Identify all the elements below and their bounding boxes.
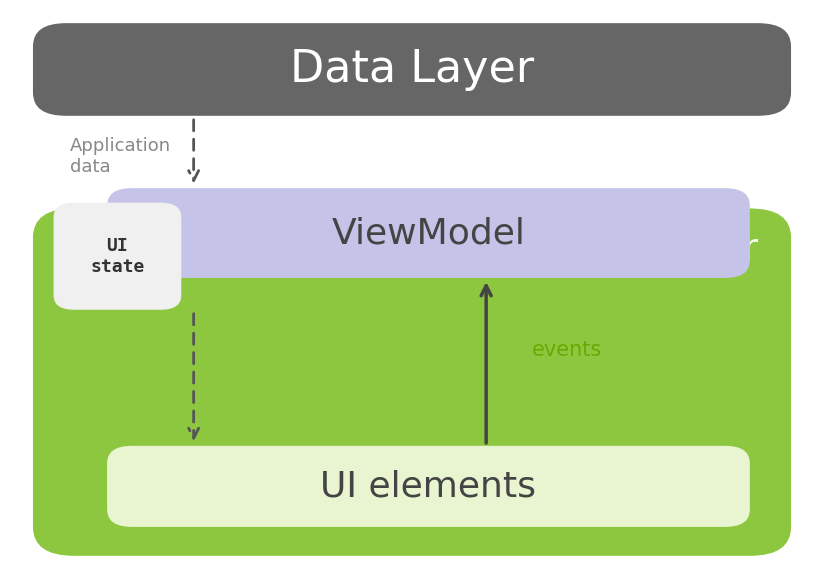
FancyBboxPatch shape bbox=[107, 188, 750, 278]
Text: Application
data: Application data bbox=[70, 137, 171, 176]
Text: ViewModel: ViewModel bbox=[331, 216, 526, 250]
Text: UI elements: UI elements bbox=[321, 470, 536, 503]
FancyBboxPatch shape bbox=[107, 446, 750, 527]
Text: events: events bbox=[531, 340, 602, 360]
FancyBboxPatch shape bbox=[33, 23, 791, 116]
FancyBboxPatch shape bbox=[54, 203, 181, 310]
Text: UI Layer: UI Layer bbox=[609, 232, 758, 266]
FancyBboxPatch shape bbox=[33, 208, 791, 556]
Text: Data Layer: Data Layer bbox=[290, 48, 534, 91]
Text: UI
state: UI state bbox=[91, 237, 144, 276]
